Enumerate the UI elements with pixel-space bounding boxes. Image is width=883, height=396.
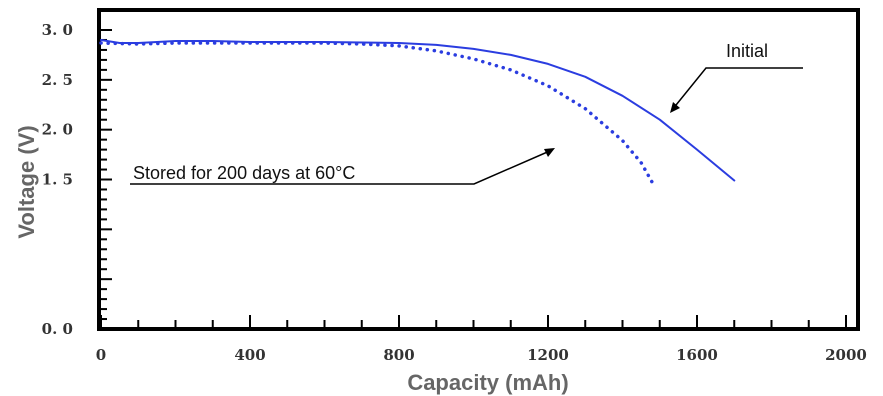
annotation-stored: Stored for 200 days at 60°C bbox=[130, 148, 555, 185]
y-tick-label: 1. 5 bbox=[42, 171, 73, 189]
annotation-initial-label: Initial bbox=[726, 41, 768, 61]
annotation-initial-leader bbox=[671, 67, 803, 111]
series-layer bbox=[99, 39, 736, 185]
ticks bbox=[99, 29, 847, 330]
annotation-initial: Initial bbox=[670, 41, 803, 113]
y-tick-label: 2. 0 bbox=[42, 121, 73, 139]
y-tick-labels: 0. 0 1. 5 2. 0 2. 5 3. 0 bbox=[42, 21, 73, 338]
y-tick-label: 3. 0 bbox=[42, 21, 73, 39]
x-tick-label: 800 bbox=[383, 346, 414, 364]
annotation-stored-leader bbox=[130, 149, 553, 185]
x-tick-label: 1600 bbox=[676, 346, 718, 364]
x-axis-title: Capacity (mAh) bbox=[407, 370, 568, 395]
annotation-initial-arrowhead bbox=[670, 102, 680, 113]
y-tick-label: 0. 0 bbox=[42, 320, 73, 338]
x-tick-label: 2000 bbox=[825, 346, 867, 364]
y-axis-title: Voltage (V) bbox=[14, 125, 39, 238]
annotation-stored-label: Stored for 200 days at 60°C bbox=[133, 163, 355, 183]
x-tick-label: 1200 bbox=[527, 346, 569, 364]
series-line-initial bbox=[100, 39, 736, 182]
x-tick-labels: 0 400 800 1200 1600 2000 bbox=[96, 346, 867, 364]
series-line-stored bbox=[99, 41, 655, 185]
x-tick-label: 0 bbox=[96, 346, 106, 364]
y-tick-label: 2. 5 bbox=[42, 71, 73, 89]
x-tick-label: 400 bbox=[234, 346, 265, 364]
annotation-stored-arrowhead bbox=[544, 148, 555, 157]
